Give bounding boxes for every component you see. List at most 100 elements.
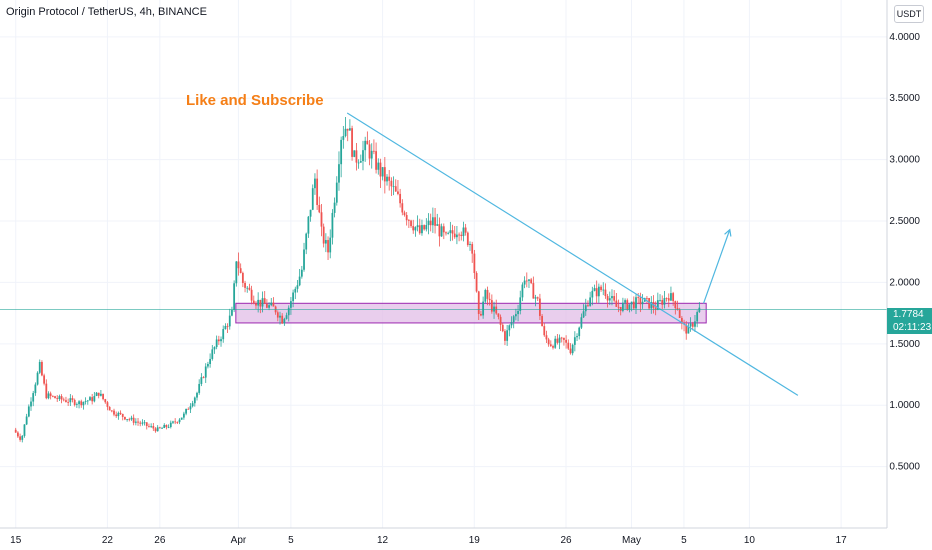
candle-body xyxy=(519,297,522,311)
time-tick-label: 22 xyxy=(102,535,114,546)
candle-body xyxy=(604,289,607,297)
candle-body xyxy=(576,336,578,338)
time-axis[interactable]: 15 22 26 Apr 5 12 19 26 May 5 10 17 xyxy=(0,527,932,550)
candle-body xyxy=(156,427,159,432)
candle-body xyxy=(554,338,557,348)
candle-body xyxy=(469,244,471,245)
candle-body xyxy=(126,419,129,420)
candle-body xyxy=(34,384,37,394)
candle-body xyxy=(110,410,113,412)
candle-body xyxy=(659,300,661,301)
candle-body xyxy=(582,311,585,318)
candle-body xyxy=(388,176,391,181)
candle-body xyxy=(368,144,371,159)
candle-body xyxy=(595,288,598,297)
candle-body xyxy=(514,314,517,317)
candle-body xyxy=(62,399,65,401)
candle-body xyxy=(661,300,664,305)
support-zone[interactable] xyxy=(235,302,707,324)
candle-body xyxy=(148,425,150,427)
candle-body xyxy=(407,220,410,221)
candle-body xyxy=(528,279,530,281)
candle-body xyxy=(106,402,109,407)
candle-body xyxy=(292,292,295,302)
drawing-tools[interactable] xyxy=(0,112,887,396)
price-axis[interactable]: 4.0000 3.5000 3.0000 2.5000 2.0000 1.5000 1.00… xyxy=(886,0,932,550)
candle-body xyxy=(674,301,677,309)
candle-body xyxy=(442,226,445,233)
candle-body xyxy=(611,296,613,299)
candle-body xyxy=(134,421,137,423)
candle-body xyxy=(327,240,329,253)
candle-body xyxy=(663,298,666,305)
candle-body xyxy=(458,234,460,236)
candle-body xyxy=(434,217,436,226)
candle-body xyxy=(172,421,174,423)
candle-body xyxy=(259,299,262,307)
candle-body xyxy=(436,224,439,226)
candle-body xyxy=(342,136,345,140)
candle-body xyxy=(648,298,651,309)
candle-body xyxy=(340,139,343,165)
candle-body xyxy=(78,401,80,405)
candle-body xyxy=(246,287,249,289)
candle-body xyxy=(482,301,485,316)
candle-body xyxy=(226,325,229,327)
text-annotation[interactable]: Like and Subscribe xyxy=(186,92,324,109)
candle-body xyxy=(414,227,417,231)
candle-body xyxy=(549,344,552,347)
candle-body xyxy=(270,302,273,306)
candle-body xyxy=(685,324,688,334)
candle-body xyxy=(145,422,148,426)
candle-body xyxy=(453,233,456,238)
candle-body xyxy=(375,151,377,170)
candle-body xyxy=(571,344,574,354)
candle-body xyxy=(309,209,312,217)
candle-body xyxy=(198,383,201,393)
candle-body xyxy=(60,396,63,400)
candle-body xyxy=(445,232,447,234)
candle-body xyxy=(322,226,325,244)
candle-body xyxy=(670,293,672,301)
candle-body xyxy=(362,150,364,162)
candle-body xyxy=(606,296,609,301)
price-tick-label: 1.5000 xyxy=(889,339,920,350)
candle-body xyxy=(224,325,227,330)
candle-body xyxy=(462,227,465,237)
candle-body xyxy=(394,186,397,192)
candle-body xyxy=(569,348,572,354)
candle-body xyxy=(379,162,382,177)
candle-body xyxy=(200,377,203,384)
candle-body xyxy=(530,279,533,284)
currency-badge[interactable]: USDT xyxy=(894,5,924,23)
candle-body xyxy=(23,424,26,436)
candle-body xyxy=(672,293,675,302)
candle-body xyxy=(176,421,179,423)
candle-body xyxy=(128,419,131,420)
candle-body xyxy=(272,302,275,307)
candle-body xyxy=(381,167,384,177)
candle-body xyxy=(543,326,546,336)
candle-body xyxy=(403,212,406,216)
candle-body xyxy=(440,226,443,237)
candle-body xyxy=(357,162,360,164)
candle-body xyxy=(626,300,629,310)
candle-body xyxy=(390,180,393,187)
candle-body xyxy=(348,128,351,131)
candle-body xyxy=(252,300,255,304)
candle-body xyxy=(150,426,153,427)
candle-body xyxy=(650,301,653,309)
candle-body xyxy=(204,366,207,378)
last-price-value: 1.7784 xyxy=(893,309,924,320)
candle-body xyxy=(497,313,500,317)
candle-body xyxy=(121,413,124,417)
candle-body xyxy=(353,150,356,157)
candle-body xyxy=(591,290,594,298)
candle-body xyxy=(89,397,91,401)
candle-body xyxy=(556,338,559,343)
candle-body xyxy=(344,128,347,137)
candle-body xyxy=(257,299,260,306)
candle-body xyxy=(115,414,118,417)
candle-body xyxy=(628,304,631,310)
